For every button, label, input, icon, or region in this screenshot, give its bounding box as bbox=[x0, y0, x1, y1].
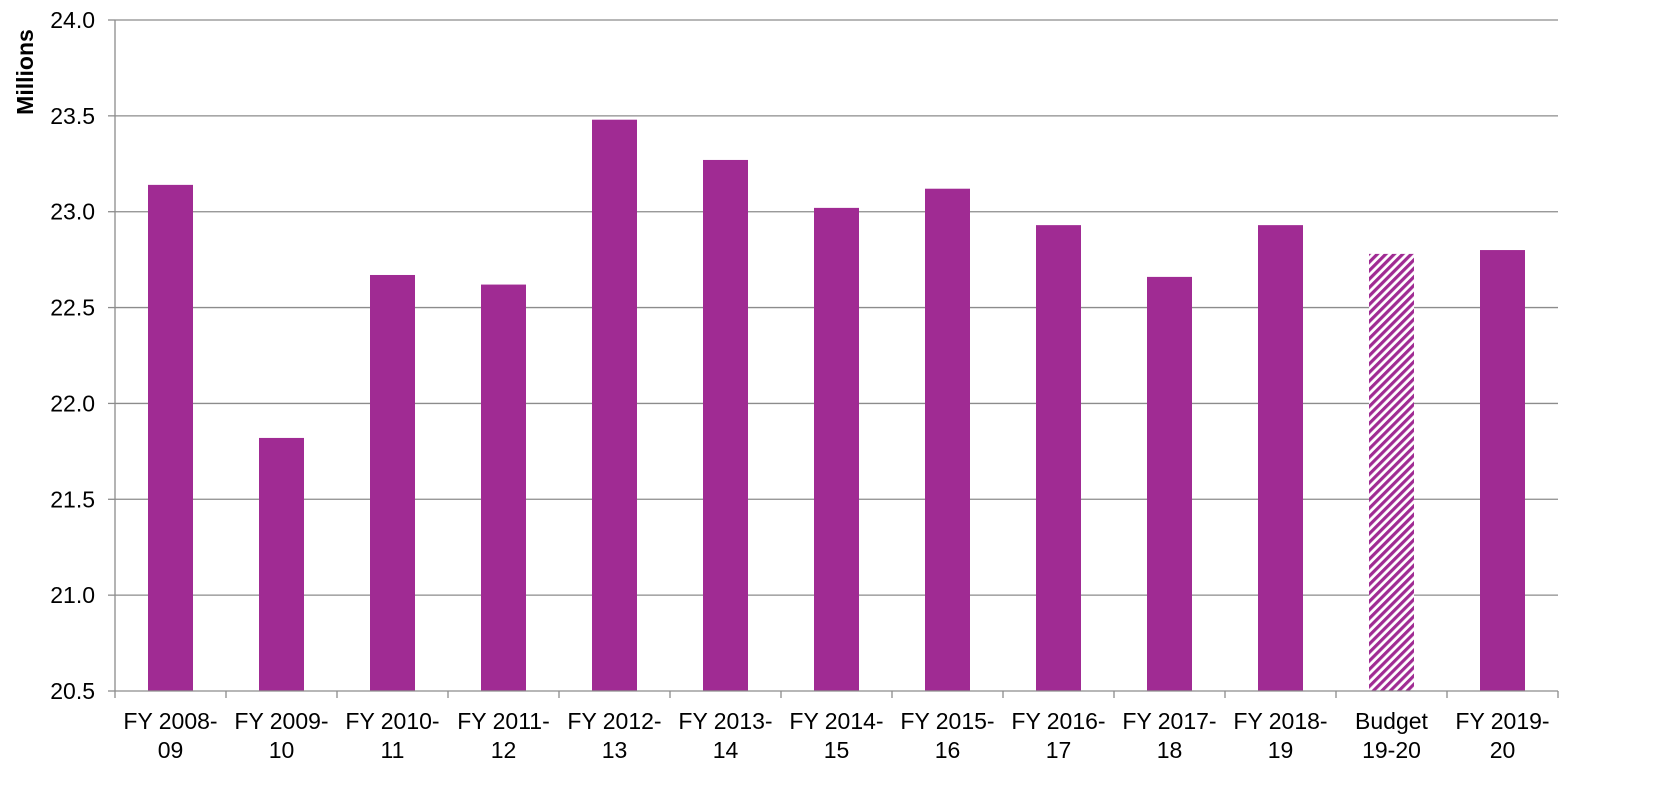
x-tick-label: FY 2011- bbox=[457, 708, 549, 734]
y-tick-label: 24.0 bbox=[50, 7, 95, 33]
bar bbox=[481, 284, 526, 691]
x-tick-label: FY 2017- bbox=[1122, 708, 1216, 734]
y-tick-label: 23.5 bbox=[50, 103, 95, 129]
y-tick-label: 20.5 bbox=[50, 678, 95, 704]
x-tick-labels: FY 2008- 09 FY 2009- 10 FY 2010- 11 FY 2011- 12… bbox=[123, 708, 1549, 763]
bar bbox=[592, 119, 637, 692]
y-tick-label: 22.5 bbox=[50, 295, 95, 321]
x-tick-label: 18 bbox=[1157, 737, 1183, 763]
x-tick-label: 16 bbox=[935, 737, 961, 763]
x-tick-label: 10 bbox=[269, 737, 295, 763]
bar bbox=[1147, 276, 1192, 691]
bar bbox=[259, 437, 304, 691]
bar bbox=[148, 184, 193, 692]
y-axis-label: Millions bbox=[12, 29, 38, 115]
axes bbox=[108, 19, 1559, 698]
bar bbox=[1258, 225, 1303, 692]
x-tick-label: 17 bbox=[1046, 737, 1072, 763]
bar bbox=[1480, 250, 1525, 692]
bar bbox=[370, 274, 415, 691]
x-tick-label: Budget bbox=[1355, 708, 1429, 734]
bar bbox=[1036, 225, 1081, 692]
x-tick-label: 09 bbox=[158, 737, 184, 763]
x-tick-label: FY 2012- bbox=[567, 708, 661, 734]
x-tick-label: FY 2015- bbox=[900, 708, 994, 734]
x-tick-label: 19-20 bbox=[1362, 737, 1421, 763]
x-tick-label: 19 bbox=[1268, 737, 1294, 763]
bar bbox=[703, 159, 748, 692]
y-tick-label: 23.0 bbox=[50, 199, 95, 225]
x-tick-label: FY 2016- bbox=[1011, 708, 1105, 734]
y-tick-label: 21.5 bbox=[50, 486, 95, 512]
bar bbox=[925, 188, 970, 692]
x-tick-label: FY 2014- bbox=[789, 708, 883, 734]
x-tick-label: 15 bbox=[824, 737, 850, 763]
x-tick-label: FY 2010- bbox=[345, 708, 439, 734]
x-tick-label: 14 bbox=[713, 737, 739, 763]
x-tick-label: FY 2019- bbox=[1455, 708, 1549, 734]
x-tick-label: FY 2009- bbox=[234, 708, 328, 734]
y-tick-labels: 20.5 21.0 21.5 22.0 22.5 23.0 23.5 24.0 bbox=[50, 7, 95, 704]
bar bbox=[814, 207, 859, 691]
x-tick-label: FY 2018- bbox=[1233, 708, 1327, 734]
bar-budget bbox=[1369, 253, 1414, 692]
x-tick-label: FY 2013- bbox=[678, 708, 772, 734]
x-tick-label: 11 bbox=[381, 737, 405, 763]
bars bbox=[148, 119, 1525, 692]
y-tick-label: 22.0 bbox=[50, 390, 95, 416]
x-tick-label: 13 bbox=[602, 737, 628, 763]
x-tick-label: 20 bbox=[1490, 737, 1516, 763]
x-tick-label: FY 2008- bbox=[123, 708, 217, 734]
x-tick-label: 12 bbox=[491, 737, 517, 763]
y-tick-label: 21.0 bbox=[50, 582, 95, 608]
